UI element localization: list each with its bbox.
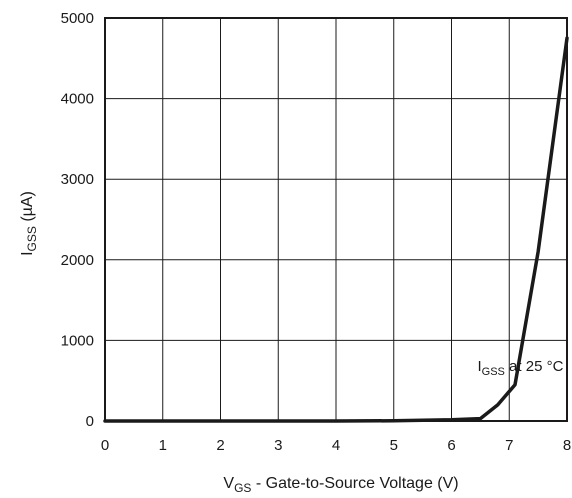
y-tick-label: 0 xyxy=(86,413,94,430)
y-tick-label: 3000 xyxy=(61,171,94,188)
x-tick-labels: 0 1 2 3 4 5 6 7 8 xyxy=(101,437,571,454)
curve-annotation: IGSS at 25 °C xyxy=(477,358,563,378)
x-axis-label: VGS - Gate-to-Source Voltage (V) xyxy=(223,475,458,495)
x-axis-label-subscript: GS xyxy=(234,481,251,495)
y-tick-label: 4000 xyxy=(61,91,94,108)
y-tick-label: 2000 xyxy=(61,252,94,269)
x-tick-label: 6 xyxy=(447,437,455,454)
x-tick-label: 1 xyxy=(159,437,167,454)
y-axis-label: IGSS (µA) xyxy=(19,191,39,256)
grid-lines xyxy=(104,17,568,422)
x-tick-label: 4 xyxy=(332,437,340,454)
curve-annotation-subscript: GSS xyxy=(482,366,505,378)
x-tick-label: 5 xyxy=(390,437,398,454)
y-tick-label: 1000 xyxy=(61,332,94,349)
y-tick-labels: 0 1000 2000 3000 4000 5000 xyxy=(61,10,94,430)
x-tick-label: 7 xyxy=(505,437,513,454)
plot-frame xyxy=(104,17,568,422)
x-tick-label: 8 xyxy=(563,437,571,454)
x-tick-label: 2 xyxy=(216,437,224,454)
y-tick-label: 5000 xyxy=(61,10,94,27)
x-tick-label: 0 xyxy=(101,437,109,454)
y-axis-label-subscript: GSS xyxy=(25,226,39,251)
x-tick-label: 3 xyxy=(274,437,282,454)
